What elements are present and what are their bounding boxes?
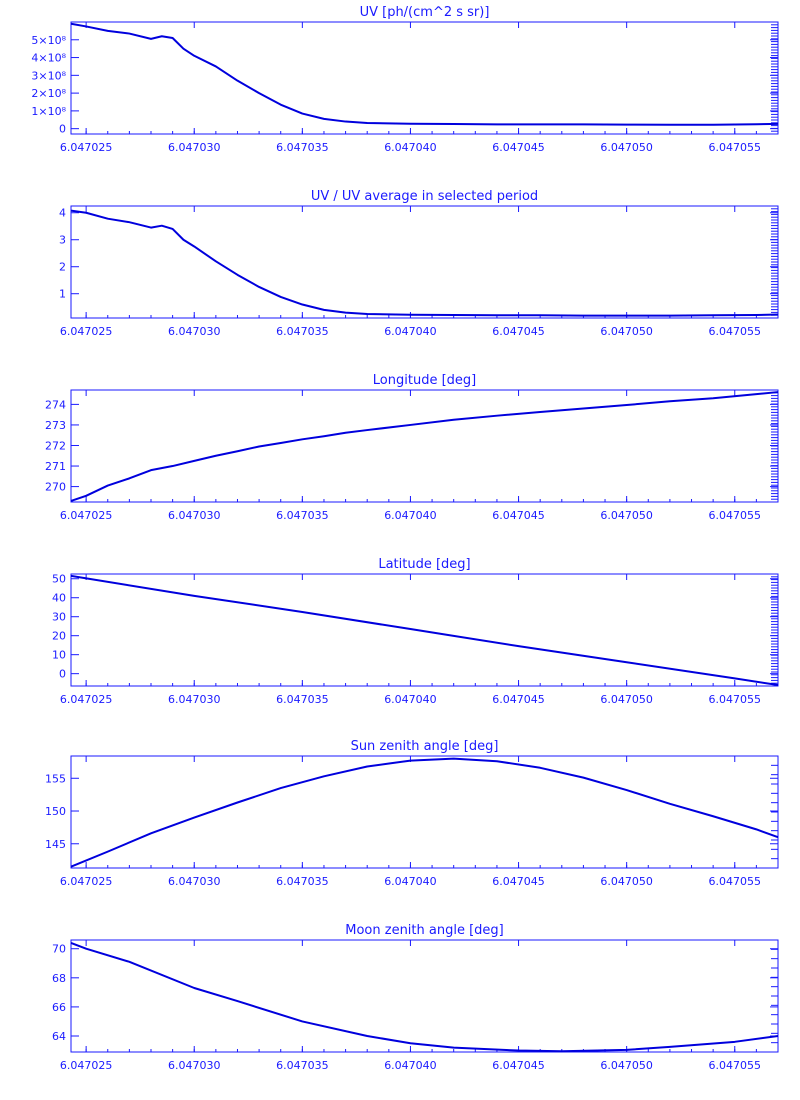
y-tick-label: 30 [52, 611, 66, 624]
y-tick-label: 70 [52, 943, 66, 956]
x-tick-label: 6.047025 [60, 693, 113, 706]
x-tick-label: 6.047050 [600, 875, 653, 888]
chart-title: Latitude [deg] [378, 557, 470, 572]
x-tick-label: 6.047040 [384, 141, 437, 154]
x-tick-label: 6.047030 [168, 693, 221, 706]
x-tick-label: 6.047025 [60, 141, 113, 154]
x-tick-label: 6.047030 [168, 1059, 221, 1072]
x-tick-label: 6.047040 [384, 325, 437, 338]
y-tick-label: 274 [45, 398, 66, 411]
x-tick-label: 6.047045 [492, 693, 545, 706]
y-tick-label: 40 [52, 592, 66, 605]
series-line-1 [70, 574, 779, 687]
x-tick-label: 6.047055 [709, 509, 762, 522]
y-tick-label: 64 [52, 1030, 66, 1043]
x-tick-label: 6.047045 [492, 325, 545, 338]
x-tick-label: 6.047045 [492, 141, 545, 154]
chart-panel-2: UV / UV average in selected period 6.0470… [59, 189, 779, 338]
y-tick-label: 20 [52, 630, 66, 643]
y-tick-label: 10 [52, 649, 66, 662]
y-tick-label: 3×10⁸ [31, 69, 66, 82]
y-tick-label: 0 [59, 668, 66, 681]
x-tick-label: 6.047055 [709, 141, 762, 154]
x-tick-label: 6.047025 [60, 875, 113, 888]
chart-panel-4: Latitude [deg] 6.047025 6.047030 6.047035 6.… [52, 557, 779, 706]
series-line-1 [70, 757, 779, 868]
y-tick-label: 0 [59, 123, 66, 136]
y-tick-label: 1×10⁸ [31, 105, 66, 118]
plot-frame [70, 755, 779, 869]
x-tick-label: 6.047030 [168, 875, 221, 888]
x-tick-label: 6.047025 [60, 325, 113, 338]
y-tick-label: 145 [45, 838, 66, 851]
y-tick-label: 273 [45, 419, 66, 432]
plot-frame [70, 939, 779, 1053]
y-tick-label: 1 [59, 288, 66, 301]
x-tick-label: 6.047045 [492, 509, 545, 522]
x-tick-label: 6.047040 [384, 1059, 437, 1072]
x-tick-label: 6.047040 [384, 875, 437, 888]
x-tick-label: 6.047025 [60, 509, 113, 522]
x-tick-label: 6.047030 [168, 509, 221, 522]
y-tick-label: 3 [59, 234, 66, 247]
x-tick-label: 6.047050 [600, 325, 653, 338]
y-tick-label: 2×10⁸ [31, 87, 66, 100]
y-tick-label: 150 [45, 805, 66, 818]
y-tick-label: 5×10⁸ [31, 34, 66, 47]
series-line-1 [70, 391, 779, 502]
x-tick-label: 6.047035 [276, 325, 329, 338]
x-tick-label: 6.047035 [276, 1059, 329, 1072]
series-line-1 [70, 22, 779, 126]
x-tick-label: 6.047030 [168, 141, 221, 154]
chart-panel-3: Longitude [deg] 6.047025 6.047030 6.047035 6… [45, 373, 779, 522]
y-tick-label: 4 [59, 207, 66, 220]
y-tick-label: 68 [52, 972, 66, 985]
chart-title: UV [ph/(cm^2 s sr)] [360, 5, 490, 20]
x-tick-label: 6.047050 [600, 1059, 653, 1072]
x-tick-label: 6.047050 [600, 693, 653, 706]
x-tick-label: 6.047055 [709, 325, 762, 338]
x-tick-label: 6.047055 [709, 693, 762, 706]
series-line-1 [70, 209, 779, 317]
chart-title: Moon zenith angle [deg] [345, 923, 503, 938]
chart-title: Longitude [deg] [373, 373, 476, 388]
x-tick-label: 6.047045 [492, 1059, 545, 1072]
series-line-1 [70, 941, 779, 1053]
y-tick-label: 272 [45, 439, 66, 452]
x-tick-label: 6.047050 [600, 509, 653, 522]
x-tick-label: 6.047055 [709, 1059, 762, 1072]
chart-panel-6: Moon zenith angle [deg] 6.047025 6.047030 6… [52, 923, 779, 1072]
chart-panel-1: UV [ph/(cm^2 s sr)] 6.047025 6.047030 6.047… [31, 5, 779, 154]
x-tick-label: 6.047025 [60, 1059, 113, 1072]
plot-frame [70, 205, 779, 319]
y-tick-label: 50 [52, 573, 66, 586]
chart-title: Sun zenith angle [deg] [351, 739, 499, 754]
x-tick-label: 6.047035 [276, 875, 329, 888]
x-tick-label: 6.047030 [168, 325, 221, 338]
y-tick-label: 155 [45, 772, 66, 785]
chart-panel-5: Sun zenith angle [deg] 6.047025 6.047030 6.… [45, 739, 779, 888]
y-tick-label: 271 [45, 460, 66, 473]
x-tick-label: 6.047050 [600, 141, 653, 154]
plot-frame [70, 21, 779, 135]
y-tick-label: 2 [59, 261, 66, 274]
x-tick-label: 6.047035 [276, 693, 329, 706]
x-tick-label: 6.047055 [709, 875, 762, 888]
y-tick-label: 4×10⁸ [31, 52, 66, 65]
plot-frame [70, 389, 779, 503]
x-tick-label: 6.047040 [384, 509, 437, 522]
chart-title: UV / UV average in selected period [311, 189, 538, 204]
x-tick-label: 6.047040 [384, 693, 437, 706]
y-tick-label: 66 [52, 1001, 66, 1014]
x-tick-label: 6.047045 [492, 875, 545, 888]
x-tick-label: 6.047035 [276, 509, 329, 522]
y-tick-label: 270 [45, 481, 66, 494]
x-tick-label: 6.047035 [276, 141, 329, 154]
